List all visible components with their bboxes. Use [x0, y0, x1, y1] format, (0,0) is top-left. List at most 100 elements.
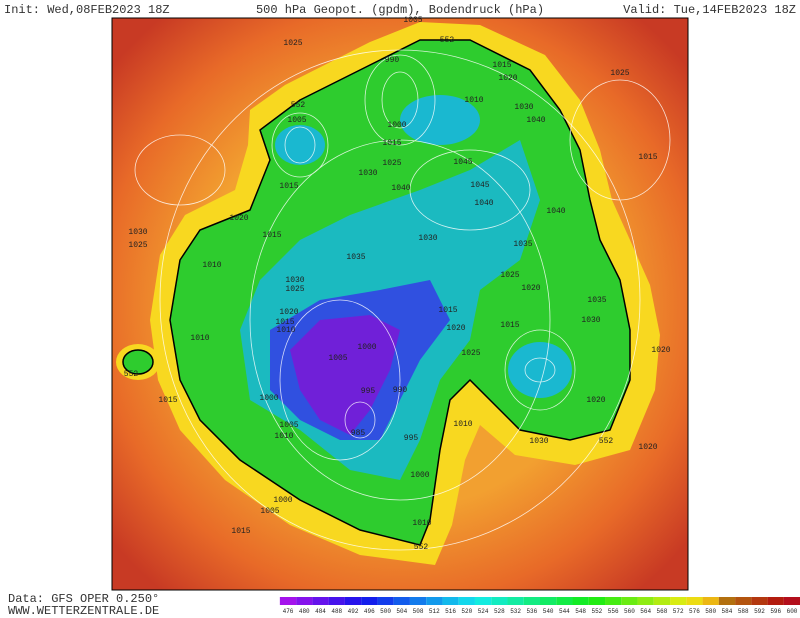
colorbar-swatch: [588, 597, 606, 605]
colorbar-swatch: [312, 597, 329, 605]
colorbar-label: 536: [526, 608, 537, 615]
isobar-label: 552: [291, 101, 306, 110]
map: [112, 18, 688, 590]
colorbar-label: 532: [510, 608, 521, 615]
isobar-label: 1040: [526, 116, 545, 125]
isobar-label: 1045: [470, 181, 489, 190]
isobar-label: 1025: [382, 159, 401, 168]
colorbar-swatch: [686, 597, 703, 605]
isobar-label: 1035: [513, 240, 532, 249]
isobar-label: 1035: [587, 296, 606, 305]
isobar-label: 1010: [202, 261, 221, 270]
isobar-label: 1025: [500, 271, 519, 280]
isobar-label: 1015: [158, 396, 177, 405]
colorbar-swatch: [605, 597, 622, 605]
colorbar-label: 520: [461, 608, 472, 615]
colorbar-label: 576: [689, 608, 700, 615]
isobar-label: 1030: [358, 169, 377, 178]
isobar-label: 1020: [586, 396, 605, 405]
isobar-label: 1040: [474, 199, 493, 208]
isobar-label: 985: [351, 429, 366, 438]
isobar-label: 1030: [418, 234, 437, 243]
colorbar-swatch: [507, 597, 524, 605]
colorbar-label: 584: [722, 608, 733, 615]
isobar-label: 1015: [231, 527, 250, 536]
colorbar-swatch: [442, 597, 459, 605]
isobar-label: 990: [393, 386, 408, 395]
colorbar-label: 556: [608, 608, 619, 615]
colorbar-swatch: [409, 597, 427, 605]
colorbar-swatch: [751, 597, 768, 605]
colorbar-swatch: [344, 597, 362, 605]
isobar-label: 1040: [546, 207, 565, 216]
isobar-label: 1025: [285, 285, 304, 294]
colorbar-swatch: [328, 597, 345, 605]
isobar-label: 1020: [638, 443, 657, 452]
colorbar-label: 492: [348, 608, 359, 615]
isobar-label: 1015: [638, 153, 657, 162]
colorbar-swatch: [767, 597, 784, 605]
isobar-label: 1015: [438, 306, 457, 315]
colorbar-label: 524: [478, 608, 489, 615]
colorbar-swatch: [523, 597, 540, 605]
colorbar-label: 504: [396, 608, 407, 615]
isobar-label: 995: [404, 434, 419, 443]
isobar-label: 1015: [262, 231, 281, 240]
colorbar-swatch: [296, 597, 313, 605]
colorbar-swatch: [377, 597, 394, 605]
isobar-label: 1030: [514, 103, 533, 112]
colorbar-label: 480: [299, 608, 310, 615]
colorbar-label: 548: [575, 608, 586, 615]
colorbar-label: 568: [657, 608, 668, 615]
isobar-label: 1015: [275, 318, 294, 327]
isobar-label: 1020: [279, 308, 298, 317]
colorbar-swatch: [540, 597, 557, 605]
colorbar-swatch: [458, 597, 475, 605]
isobar-label: 1025: [461, 349, 480, 358]
isobar-label: 552: [414, 543, 429, 552]
valid-time: Valid: Tue,14FEB2023 18Z: [623, 3, 796, 17]
map-frame: [111, 17, 689, 591]
isobar-label: 1005: [260, 507, 279, 516]
colorbar-label: 500: [380, 608, 391, 615]
isobar-label: 1015: [500, 321, 519, 330]
colorbar-label: 484: [315, 608, 326, 615]
colorbar-label: 572: [673, 608, 684, 615]
isobar-label: 1010: [464, 96, 483, 105]
green-blob: [122, 349, 154, 375]
isobar-label: 1030: [128, 228, 147, 237]
colorbar-label: 544: [559, 608, 570, 615]
isobar-label: 1000: [273, 496, 292, 505]
isobar-label: 1010: [276, 326, 295, 335]
colorbar-label: 600: [787, 608, 798, 615]
isobar-label: 990: [385, 56, 400, 65]
colorbar-swatch: [718, 597, 736, 605]
cyan-blob: [275, 125, 325, 165]
isobar-label: 1030: [581, 316, 600, 325]
colorbar-swatch: [702, 597, 719, 605]
colorbar-label: 476: [283, 608, 294, 615]
colorbar-swatch: [670, 597, 687, 605]
isobar-label: 1020: [229, 214, 248, 223]
isobar-label: 1015: [279, 182, 298, 191]
colorbar-swatch: [474, 597, 492, 605]
colorbar-swatch: [393, 597, 410, 605]
colorbar-swatch: [556, 597, 573, 605]
isobar-label: 1015: [492, 61, 511, 70]
data-source: Data: GFS OPER 0.250°: [8, 592, 159, 606]
cyan-blob: [400, 95, 480, 145]
colorbar-swatch: [279, 597, 297, 605]
purple-area: [290, 315, 400, 435]
colorbar-label: 528: [494, 608, 505, 615]
isobar-label: 1005: [287, 116, 306, 125]
isobar-label: 1020: [498, 74, 517, 83]
colorbar-label: 516: [445, 608, 456, 615]
colorbar-label: 588: [738, 608, 749, 615]
colorbar-swatch: [735, 597, 752, 605]
isobar-label: 1025: [610, 69, 629, 78]
colorbar-swatch: [491, 597, 508, 605]
isobar-label: 1030: [285, 276, 304, 285]
colorbar-label: 560: [624, 608, 635, 615]
colorbar-label: 508: [413, 608, 424, 615]
isobar-label: 1010: [412, 519, 431, 528]
